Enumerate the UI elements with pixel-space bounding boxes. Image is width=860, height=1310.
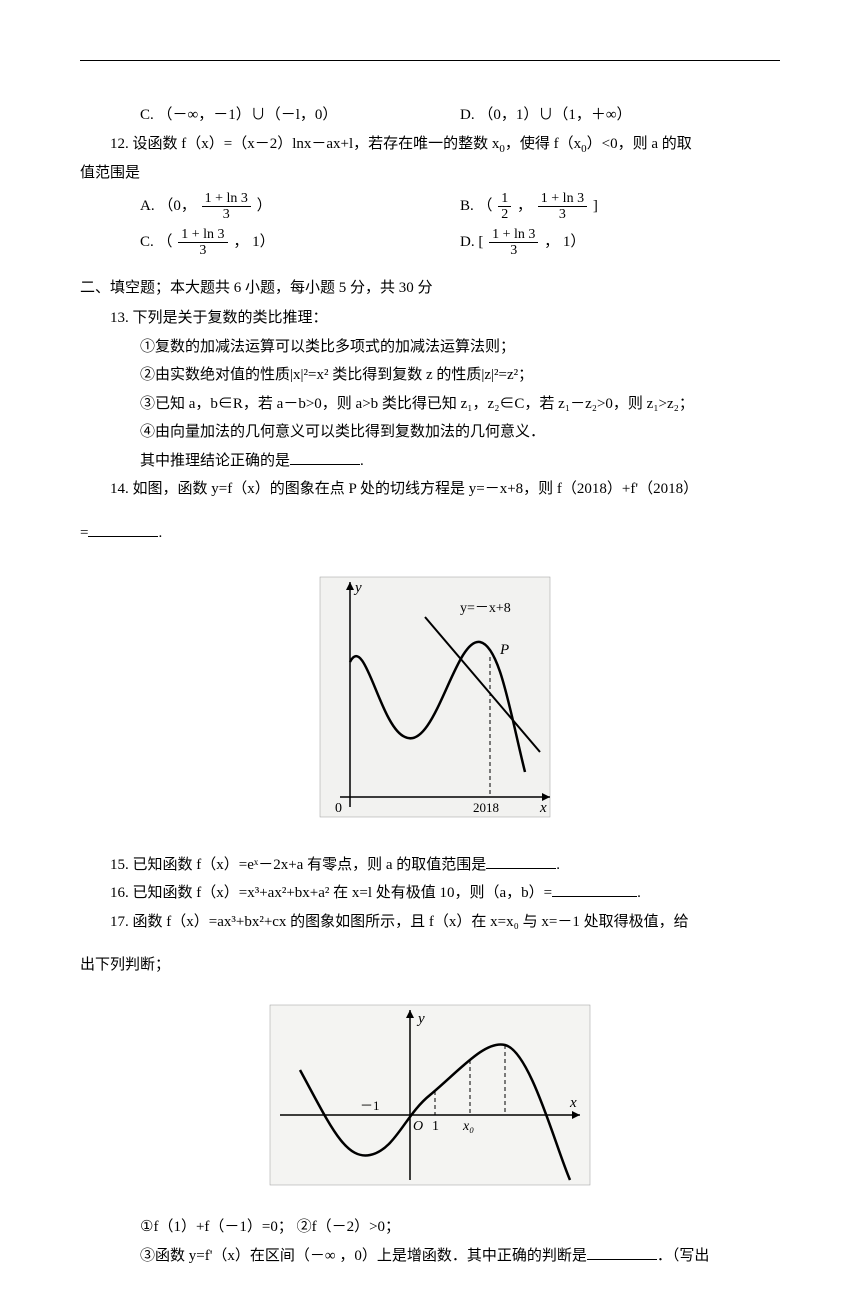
q12b-num2: 1 + ln 3: [538, 191, 587, 207]
q12b-mid: ，: [517, 198, 536, 214]
q12-opt-d: D. [ 1 + ln 3 3 ， 1）: [460, 224, 780, 260]
q12d-pre: D. [: [460, 234, 487, 250]
fig14-xtick: 2018: [473, 800, 499, 815]
figure-17-svg: y x O －1 1 x₀: [260, 995, 600, 1195]
fig17-x-label: x: [569, 1095, 577, 1111]
fig14-x-label: x: [539, 800, 547, 816]
q12-stem-2: 值范围是: [80, 159, 780, 188]
figure-14: P y x 0 2018 y=－x+8: [80, 562, 780, 843]
q12b-den1: 2: [498, 207, 511, 222]
q13-3: ③已知 a，b∈R，若 a－b>0，则 a>b 类比得已知 z₁，z₂∈C，若 …: [80, 390, 780, 419]
figure-14-svg: P y x 0 2018 y=－x+8: [295, 562, 565, 832]
q12c-post: ， 1）: [233, 234, 274, 250]
q12d-frac: 1 + ln 3 3: [489, 227, 538, 259]
q13-1: ①复数的加减法运算可以类比多项式的加减法运算法则；: [80, 333, 780, 362]
fig17-neg1: －1: [360, 1098, 380, 1113]
fig17-x0: x₀: [462, 1119, 474, 1134]
q11-opt-c: C. （－∞，－1）∪（－l，0）: [140, 101, 460, 130]
q17-blank: [587, 1244, 657, 1260]
q17-judge-2a: ③函数 y=f'（x）在区间（－∞ ，0）上是增函数．其中正确的判断是: [140, 1248, 587, 1264]
q12d-den: 3: [489, 243, 538, 258]
q11-options: C. （－∞，－1）∪（－l，0） D. （0，1）∪（1，＋∞）: [140, 101, 780, 130]
q13-5-end: .: [360, 453, 364, 469]
q12b-den2: 3: [538, 207, 587, 222]
q12c-pre: C. （: [140, 234, 173, 250]
q14-stem-2: =.: [80, 519, 780, 548]
q12-opt-c: C. （ 1 + ln 3 3 ， 1）: [140, 224, 460, 260]
fig17-one: 1: [432, 1119, 439, 1134]
q12a-num: 1 + ln 3: [202, 191, 251, 207]
q12a-den: 3: [202, 207, 251, 222]
q12-text-b: ，使得 f（x: [505, 136, 581, 152]
q12c-num: 1 + ln 3: [178, 227, 227, 243]
q12d-num: 1 + ln 3: [489, 227, 538, 243]
q12b-pre: B. （: [460, 198, 493, 214]
q17-stem-2: 出下列判断；: [80, 951, 780, 980]
q12-options: A. （0， 1 + ln 3 3 ） B. （ 1 2 ， 1 + ln 3 …: [140, 188, 780, 260]
fig14-y-label: y: [353, 580, 362, 596]
fig14-origin: 0: [335, 801, 342, 816]
q12-text-a: 12. 设函数 f（x）=（x－2）lnx－ax+l，若存在唯一的整数 x: [110, 136, 499, 152]
q12-text-c: ）<0，则 a 的取: [587, 136, 692, 152]
q13-blank: [290, 449, 360, 465]
fig14-p-label: P: [499, 642, 509, 658]
q12c-frac: 1 + ln 3 3: [178, 227, 227, 259]
q12a-frac: 1 + ln 3 3: [202, 191, 251, 223]
fig17-origin: O: [413, 1119, 423, 1134]
fig14-eq: y=－x+8: [460, 601, 511, 616]
q15-blank: [486, 853, 556, 869]
section-2-title: 二、填空题；本大题共 6 小题，每小题 5 分，共 30 分: [80, 274, 780, 303]
q15-stem: 15. 已知函数 f（x）=eˣ－2x+a 有零点，则 a 的取值范围是.: [80, 851, 780, 880]
q12-opt-b: B. （ 1 2 ， 1 + ln 3 3 ]: [460, 188, 780, 224]
q17-judge-2: ③函数 y=f'（x）在区间（－∞ ，0）上是增函数．其中正确的判断是 ．（写出: [80, 1242, 780, 1271]
q13-2: ②由实数绝对值的性质|x|²=x² 类比得到复数 z 的性质|z|²=z²；: [80, 361, 780, 390]
q16-stem: 16. 已知函数 f（x）=x³+ax²+bx+a² 在 x=l 处有极值 10…: [80, 879, 780, 908]
fig14-bg: [320, 577, 550, 817]
q14-blank: [88, 521, 158, 537]
q12b-post: ]: [593, 198, 598, 214]
q12d-post: ， 1）: [544, 234, 585, 250]
q12b-frac2: 1 + ln 3 3: [538, 191, 587, 223]
q12a-pre: A. （0，: [140, 198, 196, 214]
top-rule: [80, 60, 780, 61]
q13-4: ④由向量加法的几何意义可以类比得到复数加法的几何意义．: [80, 418, 780, 447]
q12b-num1: 1: [498, 191, 511, 207]
q16-end: .: [637, 885, 641, 901]
q17-stem-1: 17. 函数 f（x）=ax³+bx²+cx 的图象如图所示，且 f（x）在 x…: [80, 908, 780, 937]
q12c-den: 3: [178, 243, 227, 258]
q14-end: .: [158, 525, 162, 541]
q17-judge-2b: ．（写出: [657, 1248, 710, 1264]
q14-eq: =: [80, 525, 88, 541]
q16-text: 16. 已知函数 f（x）=x³+ax²+bx+a² 在 x=l 处有极值 10…: [110, 885, 552, 901]
q16-blank: [552, 881, 637, 897]
q13-5-text: 其中推理结论正确的是: [140, 453, 290, 469]
q14-stem-1: 14. 如图，函数 y=f（x）的图象在点 P 处的切线方程是 y=－x+8，则…: [80, 475, 780, 504]
q13-5: 其中推理结论正确的是.: [80, 447, 780, 476]
q15-text: 15. 已知函数 f（x）=eˣ－2x+a 有零点，则 a 的取值范围是: [110, 857, 486, 873]
q13-stem: 13. 下列是关于复数的类比推理：: [80, 304, 780, 333]
q12-stem: 12. 设函数 f（x）=（x－2）lnx－ax+l，若存在唯一的整数 x0，使…: [80, 130, 780, 160]
q12b-frac1: 1 2: [498, 191, 511, 223]
q12-opt-a: A. （0， 1 + ln 3 3 ）: [140, 188, 460, 224]
q17-judge-1: ①f（1）+f（－1）=0； ②f（－2）>0；: [80, 1213, 780, 1242]
q15-end: .: [556, 857, 560, 873]
fig17-y-label: y: [416, 1011, 425, 1027]
q12a-post: ）: [257, 198, 272, 214]
figure-17: y x O －1 1 x₀: [80, 995, 780, 1206]
q11-opt-d: D. （0，1）∪（1，＋∞）: [460, 101, 780, 130]
